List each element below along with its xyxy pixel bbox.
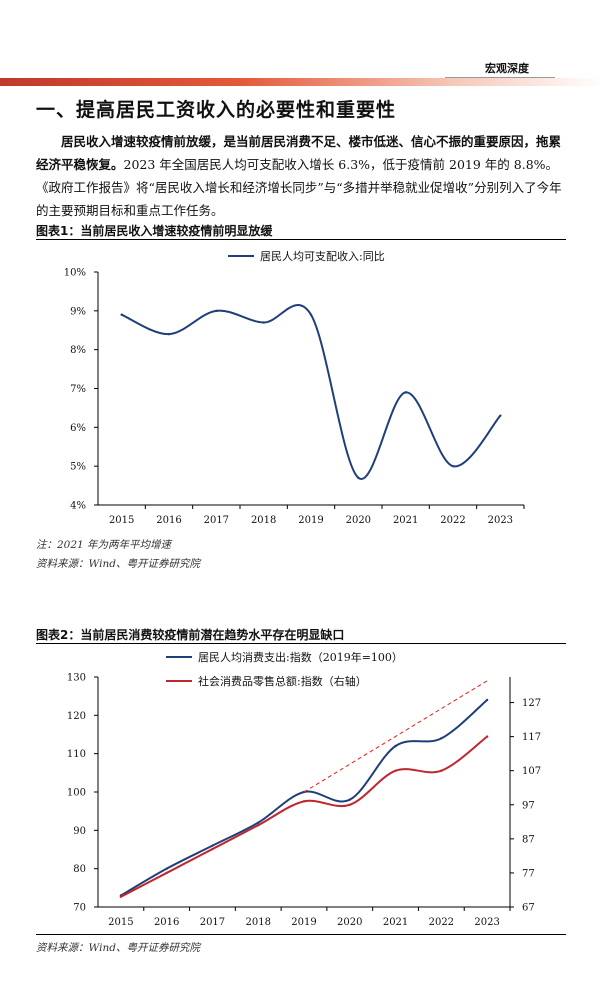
y-tick-label: 9% xyxy=(70,306,86,317)
x-tick-label: 2021 xyxy=(383,917,408,928)
figure1-source: 资料来源：Wind、粤开证券研究院 xyxy=(36,558,200,570)
x-tick-label: 2022 xyxy=(429,917,454,928)
figure1-note: 注：2021 年为两年平均增速 xyxy=(36,539,172,551)
y-right-tick-label: 87 xyxy=(522,834,535,845)
y-tick-label: 4% xyxy=(70,501,86,512)
legend-label: 居民人均可支配收入:同比 xyxy=(260,249,385,263)
data-point xyxy=(211,844,214,847)
y-tick-label: 6% xyxy=(70,423,86,434)
data-point xyxy=(394,769,397,772)
y-right-tick-label: 127 xyxy=(522,698,541,709)
section-paragraph: 居民收入增速较疫情前放缓，是当前居民消费不足、楼市低迷、信心不振的重要原因，拖累… xyxy=(36,130,564,222)
legend-label: 社会消费品零售总额:指数（右轴） xyxy=(198,674,367,688)
x-tick-label: 2023 xyxy=(474,917,499,928)
x-tick-label: 2020 xyxy=(337,917,362,928)
x-tick-label: 2023 xyxy=(488,515,513,526)
y-left-tick-label: 110 xyxy=(67,749,86,760)
data-point xyxy=(485,735,489,738)
figure1-title: 图表1：当前居民收入增速较疫情前明显放缓 xyxy=(36,224,273,238)
data-point xyxy=(167,332,171,336)
x-tick-label: 2016 xyxy=(154,917,179,928)
data-point xyxy=(357,476,360,480)
data-point xyxy=(348,803,351,806)
data-point xyxy=(302,800,306,803)
y-tick-label: 8% xyxy=(70,345,86,356)
y-left-tick-label: 130 xyxy=(67,673,86,684)
data-point xyxy=(120,313,123,316)
data-point xyxy=(165,867,168,870)
y-right-tick-label: 97 xyxy=(522,800,535,811)
y-left-tick-label: 100 xyxy=(67,788,86,799)
y-right-tick-label: 67 xyxy=(522,903,535,914)
data-point xyxy=(262,321,265,324)
x-tick-label: 2017 xyxy=(204,515,229,526)
header-divider xyxy=(445,77,555,78)
figure2-title: 图表2：当前居民消费较疫情前潜在趋势水平存在明显缺口 xyxy=(36,628,345,642)
data-point xyxy=(309,313,313,316)
data-point xyxy=(499,414,502,417)
chart1-svg: 4% 5% 6% 7% 8% 9% 10% 2015 2016 2017 2018 2019 2020 2… xyxy=(64,249,525,526)
x-tick-label: 2015 xyxy=(109,515,134,526)
x-tick-label: 2022 xyxy=(440,515,465,526)
data-point xyxy=(451,464,455,468)
data-point xyxy=(348,798,351,801)
y-right-tick-label: 107 xyxy=(522,766,541,777)
data-point xyxy=(440,769,443,772)
figure2-source: 资料来源：Wind、粤开证券研究院 xyxy=(36,942,200,954)
figure1-rule xyxy=(36,239,566,240)
x-tick-label: 2018 xyxy=(245,917,270,928)
y-left-tick-label: 80 xyxy=(73,864,86,875)
data-point xyxy=(404,391,407,394)
y-left-tick-label: 90 xyxy=(73,826,86,837)
series-line xyxy=(120,735,488,898)
data-point xyxy=(119,895,123,898)
data-point xyxy=(394,744,397,748)
y-tick-label: 7% xyxy=(70,384,86,395)
x-tick-label: 2020 xyxy=(346,515,371,526)
x-tick-label: 2017 xyxy=(200,917,225,928)
chart2-svg: 70 80 90 100 110 120 130 67 77 87 97 107 117 127 2015 2… xyxy=(67,650,541,928)
series-line xyxy=(120,699,488,897)
y-tick-label: 5% xyxy=(70,462,86,473)
paragraph-bold-text: 居民收入增速较疫情前放缓，是当前居民消费不足、楼市低迷、信心不振的重要原因，拖累… xyxy=(36,134,562,172)
y-left-tick-label: 70 xyxy=(73,903,86,914)
y-left-tick-label: 120 xyxy=(67,711,86,722)
figure2-rule xyxy=(36,643,566,644)
x-tick-label: 2018 xyxy=(251,515,276,526)
series-line xyxy=(121,304,502,480)
data-point xyxy=(485,698,489,702)
data-point xyxy=(257,824,260,827)
y-right-tick-label: 77 xyxy=(522,868,535,879)
data-point xyxy=(215,309,218,313)
data-point xyxy=(165,871,168,875)
legend-label: 居民人均消费支出:指数（2019年=100） xyxy=(198,650,403,664)
paragraph-text: 2023 年全国居民人均可支配收入增长 6.3%，低于疫情前 2019 年的 8… xyxy=(36,157,562,218)
y-right-tick-label: 117 xyxy=(522,732,541,743)
brand-label: 宏观深度 xyxy=(485,62,529,75)
x-tick-label: 2016 xyxy=(156,515,181,526)
x-tick-label: 2021 xyxy=(393,515,418,526)
x-tick-label: 2019 xyxy=(298,515,323,526)
header-accent-bar xyxy=(0,78,604,86)
trend-line xyxy=(303,680,488,793)
section-heading: 一、提高居民工资收入的必要性和重要性 xyxy=(36,99,397,121)
data-point xyxy=(257,821,260,824)
x-tick-label: 2015 xyxy=(108,917,133,928)
data-point xyxy=(211,847,214,851)
x-tick-label: 2019 xyxy=(291,917,316,928)
figure2-bottom-rule xyxy=(36,934,566,935)
data-point xyxy=(440,737,443,740)
y-tick-label: 10% xyxy=(64,268,86,279)
